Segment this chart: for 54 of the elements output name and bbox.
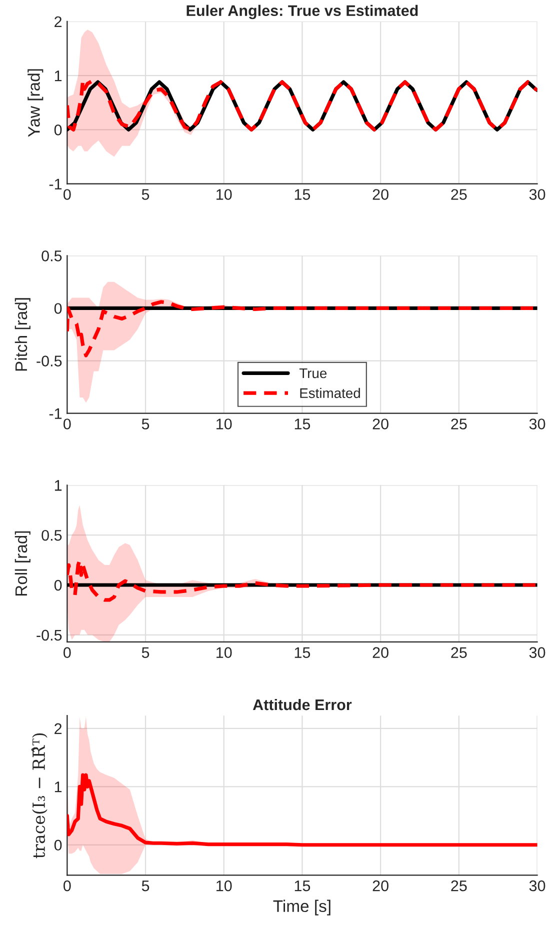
x-tick-label: 0 — [64, 880, 71, 892]
x-tick-label: 20 — [372, 647, 388, 658]
x-tick-label: 25 — [451, 647, 467, 658]
x-tick-label: 0 — [64, 418, 71, 430]
y-tick-label: 0 — [54, 124, 62, 136]
y-tick-label: 0 — [54, 840, 62, 851]
x-tick-label: 10 — [216, 880, 232, 892]
x-tick-label: 20 — [372, 880, 388, 892]
y-tick-label: -0.5 — [36, 630, 62, 641]
chart-title: Attitude Error — [252, 698, 352, 710]
y-axis-title: trace(I₃ − RR̂ᵀ) — [31, 733, 48, 858]
y-axis-title: Pitch [rad] — [14, 298, 30, 371]
x-tick-label: 20 — [372, 418, 388, 430]
x-tick-label: 10 — [216, 189, 232, 200]
y-tick-label: 1 — [54, 480, 62, 491]
line-series — [67, 80, 538, 132]
x-tick-label: 0 — [64, 647, 71, 658]
x-tick-label: 15 — [294, 189, 310, 200]
x-tick-label: 5 — [142, 647, 150, 658]
x-tick-label: 15 — [294, 418, 310, 430]
y-tick-label: 0 — [54, 303, 62, 314]
y-tick-label: 0.5 — [42, 530, 62, 541]
y-tick-label: -1 — [49, 408, 62, 419]
x-tick-label: 5 — [142, 418, 150, 430]
x-tick-label: 30 — [529, 880, 546, 892]
y-tick-label: 1 — [54, 782, 62, 792]
x-tick-label: 15 — [294, 880, 310, 892]
y-tick-label: 2 — [54, 16, 62, 27]
x-tick-label: 10 — [216, 647, 232, 658]
y-tick-label: 0 — [54, 580, 62, 591]
x-tick-label: 5 — [142, 880, 150, 892]
chart-title: Euler Angles: True vs Estimated — [186, 4, 418, 20]
line-series — [67, 773, 538, 847]
y-tick-label: 1 — [54, 70, 62, 82]
x-tick-label: 30 — [529, 189, 546, 200]
x-axis-title: Time [s] — [273, 900, 330, 916]
y-tick-label: 0.5 — [42, 250, 62, 262]
x-tick-label: 20 — [372, 189, 388, 200]
x-tick-label: 30 — [529, 647, 546, 658]
x-tick-label: 0 — [64, 189, 71, 200]
x-tick-label: 30 — [529, 418, 546, 430]
x-tick-label: 25 — [451, 880, 467, 892]
x-tick-label: 15 — [294, 647, 310, 658]
y-tick-label: 2 — [54, 723, 62, 734]
y-axis-title: Roll [rad] — [14, 531, 30, 596]
x-tick-label: 5 — [142, 189, 150, 200]
x-tick-label: 10 — [216, 418, 232, 430]
y-tick-label: -1 — [49, 178, 62, 190]
legend-label: Estimated — [300, 388, 360, 398]
y-tick-label: -0.5 — [36, 356, 62, 366]
x-tick-label: 25 — [451, 189, 467, 200]
legend-label: True — [299, 368, 327, 378]
x-tick-label: 25 — [451, 418, 467, 430]
y-axis-title: Yaw [rad] — [28, 69, 44, 137]
